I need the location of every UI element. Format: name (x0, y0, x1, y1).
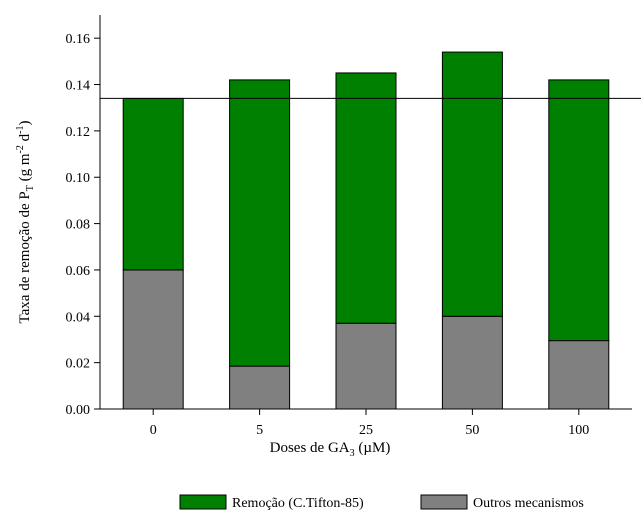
legend-swatch-0 (179, 494, 227, 510)
x-tick-label-100: 100 (568, 423, 589, 438)
bar-remocao-0 (122, 97, 184, 271)
y-tick-label-0.10: 0.10 (66, 171, 91, 186)
y-tick-label-0.04: 0.04 (66, 310, 91, 325)
x-tick-label-25: 25 (359, 423, 373, 438)
legend: Remoção (C.Tifton-85) Outros mecanismos (179, 494, 584, 511)
bar-outros-0 (122, 269, 184, 410)
y-tick-label-0.02: 0.02 (66, 357, 91, 372)
bars-group (122, 51, 610, 410)
bar-outros-100 (548, 340, 610, 410)
legend-swatch-1 (420, 494, 468, 510)
bar-outros-50 (441, 315, 503, 410)
x-tick-label-5: 5 (256, 423, 263, 438)
y-tick-label-0.16: 0.16 (66, 32, 91, 47)
x-axis-label: Doses de GA3 (µM) (270, 440, 391, 459)
bar-remocao-50 (441, 51, 503, 317)
y-tick-label-0.12: 0.12 (66, 125, 91, 140)
x-tick-label-0: 0 (150, 423, 157, 438)
y-tick-label-0.14: 0.14 (66, 79, 91, 94)
bar-remocao-100 (548, 79, 610, 342)
y-tick-label-0.06: 0.06 (66, 264, 91, 279)
bar-outros-5 (229, 365, 291, 410)
legend-label-1: Outros mecanismos (473, 496, 584, 511)
ticks-group: 0.00 0.02 0.04 0.06 0.08 0.10 0.12 0.14 0.16 0 5 25… (66, 32, 590, 438)
bar-remocao-5 (229, 79, 291, 367)
bar-remocao-25 (335, 72, 397, 324)
legend-label-0: Remoção (C.Tifton-85) (232, 496, 364, 511)
y-tick-label-0.00: 0.00 (66, 403, 91, 418)
bar-outros-25 (335, 322, 397, 410)
x-tick-label-50: 50 (465, 423, 479, 438)
y-axis-label: Taxa de remoção de PT (g m-2 d-1) (15, 121, 36, 324)
y-tick-label-0.08: 0.08 (66, 218, 91, 233)
